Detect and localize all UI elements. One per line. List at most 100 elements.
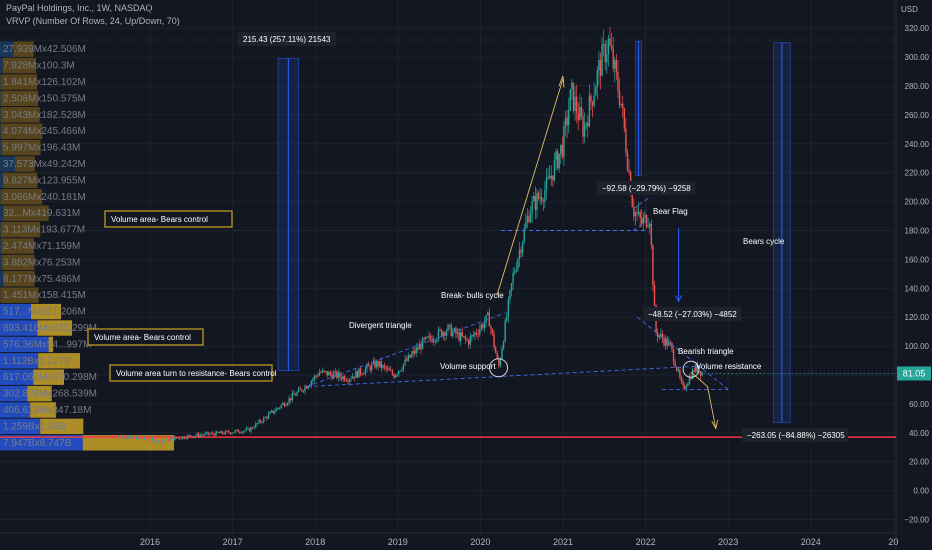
candle [596, 66, 599, 100]
candle-body [510, 283, 513, 291]
candle [205, 431, 208, 436]
candle [526, 208, 529, 229]
candle-body [575, 96, 578, 114]
candle [658, 334, 660, 340]
candle-body [247, 428, 249, 429]
candle-body [255, 423, 257, 428]
candle-body [121, 436, 124, 438]
annotation-break-bulls-cycle: Break- bulls cycle [441, 291, 504, 300]
x-tick-label: 2022 [636, 537, 656, 547]
candle [264, 416, 267, 418]
candle-body [550, 175, 552, 179]
vp-up-bar [0, 271, 4, 287]
candle [420, 341, 422, 355]
candle [664, 335, 667, 350]
candle-body [607, 38, 610, 55]
candle [301, 388, 303, 393]
candle [382, 364, 384, 370]
candle-body [336, 371, 338, 378]
candle-body [436, 339, 438, 342]
candle-body [445, 330, 448, 336]
candle-body [533, 196, 535, 202]
candle [366, 363, 368, 373]
candle [436, 337, 438, 344]
candle-body [189, 435, 192, 437]
candle [650, 219, 653, 250]
candle-body [197, 433, 200, 437]
candle-body [183, 436, 186, 439]
measure-rise-label-bg [238, 32, 336, 46]
candle [626, 148, 629, 173]
candle-body [666, 338, 668, 346]
candle-body [517, 258, 519, 270]
candle [649, 221, 651, 234]
candle [491, 328, 494, 336]
candle-body [434, 340, 436, 342]
candle [147, 438, 149, 441]
candle [666, 335, 668, 350]
candle [552, 175, 554, 187]
vp-row: 406.613Mx347.18M [0, 402, 91, 418]
candle [113, 434, 116, 438]
candle [134, 434, 136, 440]
candle [199, 433, 201, 438]
candle-body [423, 338, 425, 340]
candle [213, 433, 216, 437]
candle-body [471, 335, 473, 337]
candle [672, 345, 675, 366]
measure-drop-total-label-text: −263.05 (−84.88%) −26305 [747, 431, 845, 440]
candle [258, 418, 260, 425]
candle-body [448, 324, 451, 326]
candle [558, 153, 560, 173]
candle-body [207, 432, 209, 435]
candle-body [326, 371, 328, 376]
candle [653, 280, 656, 306]
candle [275, 406, 278, 412]
candle [158, 440, 160, 445]
candle-body [128, 436, 130, 439]
vp-row-label: 4.074Mx245.466M [3, 126, 86, 137]
candle-body [231, 432, 233, 434]
candle [425, 336, 427, 341]
candle [293, 390, 295, 395]
candle [350, 375, 352, 382]
vp-row-label: 5.997Mx196.43M [3, 143, 80, 154]
candle-body [644, 215, 646, 218]
candle [620, 103, 622, 108]
candle [363, 371, 365, 375]
candle [537, 190, 540, 201]
vp-row-label: 8.177Mx75.486M [3, 274, 80, 285]
candle [442, 330, 444, 340]
candle-body [172, 437, 174, 441]
vp-row: 2.508Mx150.575M [0, 90, 86, 107]
candle-body [671, 342, 673, 350]
vp-up-bar [0, 402, 31, 418]
candle-body [113, 435, 116, 437]
candle [602, 29, 605, 57]
candle-body [266, 417, 268, 419]
y-tick-label: 300.00 [905, 53, 930, 62]
vp-row-label: 1.451Mx158.415M [3, 290, 86, 301]
candle-body [453, 328, 456, 332]
candle [135, 435, 138, 440]
candle [383, 362, 386, 371]
candle [417, 343, 419, 354]
candle [388, 366, 390, 371]
candle-body [132, 436, 135, 438]
candle [351, 373, 354, 379]
candle [272, 410, 274, 415]
candle-body [129, 435, 132, 437]
candle [124, 437, 127, 441]
candle-body [175, 437, 178, 439]
candle-body [191, 436, 193, 438]
candle [312, 377, 314, 385]
vp-row-label: 2.474Mx71.159M [3, 241, 80, 252]
y-tick-label: 280.00 [905, 82, 930, 91]
candle-body [223, 433, 225, 435]
candle-body [169, 438, 171, 441]
candle-body [599, 59, 602, 76]
candle-body [280, 404, 282, 408]
vp-row-label: 37.573Mx49.242M [3, 159, 86, 170]
candle-body [239, 432, 241, 434]
vp-row: 3.113Mx193.677M [0, 221, 85, 238]
